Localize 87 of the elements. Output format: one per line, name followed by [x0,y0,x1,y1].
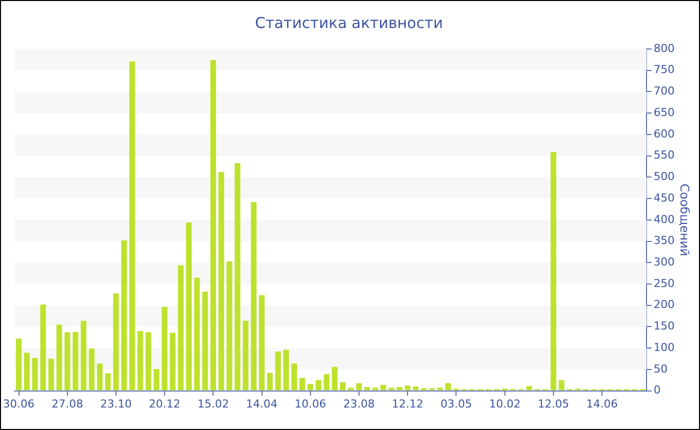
y-tick-label: 150 [654,320,675,333]
bar [162,307,168,390]
y-tick-label: 100 [654,340,675,354]
bar [40,304,46,390]
y-tick-label: 50 [654,362,668,376]
bar [340,382,346,390]
bar [283,350,289,390]
bar [445,383,451,390]
bar [234,163,240,390]
bar [72,332,78,390]
x-tick-label: 10.06 [294,397,326,410]
bar [250,202,257,390]
bar [348,388,354,390]
bar [56,324,62,390]
bar [105,373,111,390]
bar [32,358,38,390]
y-tick-label: 450 [654,191,675,204]
x-tick-label: 03.05 [440,397,472,410]
bar [170,332,176,390]
bar [380,384,386,390]
bar [275,351,281,390]
y-tick-label: 800 [654,42,675,55]
bar [364,386,370,390]
y-tick-label: 600 [654,127,675,140]
bar [178,265,184,390]
bar [88,348,95,390]
bar [332,366,338,390]
bar [48,358,54,390]
bar [324,374,330,390]
bar [299,378,306,390]
bar [412,386,419,390]
bar [404,386,410,390]
bar [291,363,298,390]
y-tick-label: 700 [654,84,675,98]
x-tick-label: 14.04 [246,397,278,410]
y-tick-label: 750 [654,63,675,76]
y-tick-label: 200 [654,298,675,312]
y-tick-label: 350 [654,234,675,248]
chart-title: Статистика активности [255,14,443,32]
bar [258,295,265,390]
bar [550,152,556,390]
bar [16,338,22,390]
bar [218,172,224,390]
bar [186,222,192,390]
y-tick-label: 550 [654,148,675,162]
bar [226,261,232,390]
bar [210,60,216,390]
bar [113,293,119,390]
bar [242,320,248,390]
x-tick-label: 23.10 [100,397,132,410]
bar [194,278,200,390]
bar [202,292,208,390]
bar [437,388,443,390]
bar [316,380,322,390]
x-tick-label: 12.12 [392,397,424,410]
x-tick-label: 14.06 [586,397,618,410]
bar [526,386,532,390]
x-tick-label: 20.12 [148,397,180,410]
bar [137,330,144,390]
bar [24,352,30,390]
bar [80,320,86,390]
y-tick-label: 0 [654,384,661,397]
x-tick-label: 23.08 [343,397,375,410]
x-tick-label: 10.02 [489,397,521,410]
y-tick-label: 250 [654,276,675,290]
bar [558,380,564,390]
x-tick-label: 12.05 [538,397,570,410]
y-tick-label: 400 [654,212,675,226]
bar [356,383,362,390]
y-tick-label: 500 [654,170,675,184]
y-tick-label: 650 [654,106,675,119]
bar [267,372,273,390]
bar [388,388,394,390]
x-tick-label: 15.02 [197,397,229,410]
bar [154,369,160,390]
bar [372,388,378,390]
bar [121,240,127,390]
bar [129,61,136,390]
y-axis-title: Сообщений [678,184,692,256]
x-tick-label: 30.06 [3,397,35,410]
bar [396,386,402,390]
bar [64,332,70,390]
bar [146,332,152,390]
bar [308,384,314,390]
y-tick-label: 300 [654,255,675,268]
bar [96,363,103,390]
x-tick-label: 27.08 [52,397,84,410]
